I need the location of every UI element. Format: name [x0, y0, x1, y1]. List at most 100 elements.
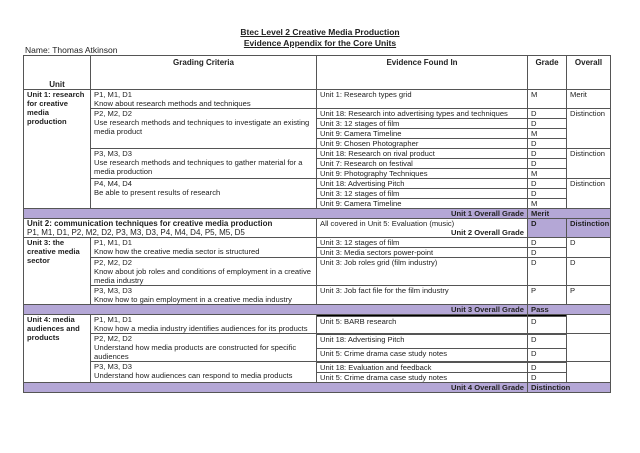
- overall-cell: [566, 333, 611, 362]
- grade-cell: D: [527, 362, 567, 373]
- grade-cell: D: [527, 237, 567, 248]
- overall-cell: Merit: [566, 89, 611, 109]
- overall-cell: Distinction: [566, 148, 611, 179]
- grade-cell: D: [527, 118, 567, 129]
- unit-label: Unit 1: research for creative media prod…: [23, 89, 91, 209]
- overall-cell: D: [566, 237, 611, 258]
- grade-cell: D: [527, 138, 567, 149]
- unit2-row: Unit 2: communication techniques for cre…: [23, 218, 611, 238]
- criteria-description: Know about job roles and conditions of e…: [94, 267, 311, 285]
- evidence-cell: Unit 5: Crime drama case study notes: [316, 347, 528, 363]
- criteria-description: Understand how audiences can respond to …: [94, 371, 293, 380]
- evidence-text: All covered in Unit 5: Evaluation (music…: [320, 219, 455, 228]
- unit-label: Unit 2: communication techniques for cre…: [27, 219, 273, 228]
- evidence-cell: Unit 1: Research types grid: [316, 89, 528, 109]
- evidence-cell: Unit 18: Evaluation and feedback: [316, 362, 528, 373]
- criteria-cell: P1, M1, D1 Know how a media industry iden…: [90, 314, 317, 334]
- evidence-cell: Unit 5: BARB research: [316, 315, 528, 335]
- criteria-description: Be able to present results of research: [94, 188, 221, 197]
- table-row: P3, M3, D3 Use research methods and techn…: [24, 148, 611, 179]
- table-row: Unit 5: Crime drama case study notes D: [24, 347, 611, 363]
- header-grade: Grade: [527, 55, 567, 90]
- criteria-codes: P2, M2, D2: [94, 109, 132, 118]
- criteria-cell: P1, M1, D1 Know about research methods an…: [90, 89, 317, 109]
- table-row: P3, M3, D3 Know how to gain employment in…: [24, 285, 611, 305]
- grade-cell: M: [527, 198, 567, 209]
- header-row: Unit Grading Criteria Evidence Found In …: [23, 55, 611, 90]
- overall-cell: [566, 314, 611, 334]
- evidence-cell: Unit 7: Research on festival: [316, 158, 528, 169]
- evidence-cell: Unit 9: Camera Timeline: [316, 198, 528, 209]
- table-row: Unit 1: research for creative media prod…: [23, 89, 611, 209]
- criteria-codes: P2, M2, D2: [94, 334, 132, 343]
- header-overall: Overall: [566, 55, 611, 90]
- evidence-cell: Unit 3: Media sectors power-point: [316, 247, 528, 258]
- overall-grade-value: Merit: [527, 208, 611, 219]
- criteria-codes: P3, M3, D3: [94, 286, 132, 295]
- unit-label: Unit 3: the creative media sector: [23, 237, 91, 305]
- evidence-cell: Unit 3: Job roles grid (film industry): [316, 257, 528, 286]
- grade-cell: M: [527, 128, 567, 139]
- grade-cell: D: [527, 247, 567, 258]
- criteria-codes: P4, M4, D4: [94, 179, 132, 188]
- evidence-cell: Unit 3: 12 stages of film: [316, 188, 528, 199]
- criteria-description: Use research methods and techniques to g…: [94, 158, 303, 176]
- evidence-cell: Unit 3: Job fact file for the film indus…: [316, 285, 528, 305]
- header-criteria: Grading Criteria: [90, 55, 317, 90]
- criteria-cell: P3, M3, D3 Know how to gain employment in…: [90, 285, 317, 305]
- criteria-codes: P3, M3, D3: [94, 149, 132, 158]
- overall-grade-row: Unit 4 Overall Grade Distinction: [23, 382, 611, 393]
- overall-grade-value: Distinction: [527, 382, 611, 393]
- criteria-codes: P3, M3, D3: [94, 362, 132, 371]
- table-row: P4, M4, D4 Be able to present results of …: [24, 178, 611, 209]
- grade-cell: D: [527, 315, 567, 335]
- document-title: Btec Level 2 Creative Media Production: [240, 27, 400, 37]
- grade-cell: D: [527, 148, 567, 159]
- overall-cell: [566, 361, 611, 383]
- criteria-cell: P2, M2, D2 Know about job roles and condi…: [90, 257, 317, 286]
- grade-cell: D: [527, 218, 567, 238]
- criteria-cell: P4, M4, D4 Be able to present results of …: [90, 178, 317, 209]
- criteria-description: Know about research methods and techniqu…: [94, 99, 251, 108]
- table-row: Unit 3: the creative media sector P1, M1,…: [23, 237, 611, 305]
- evidence-cell: Unit 9: Photography Techniques: [316, 168, 528, 179]
- criteria-codes: P1, M1, D1: [94, 315, 132, 324]
- criteria-description: Know how the creative media sector is st…: [94, 247, 260, 256]
- evidence-cell: Unit 18: Advertising Pitch: [316, 178, 528, 189]
- overall-grade-row: Unit 3 Overall Grade Pass: [23, 304, 611, 315]
- criteria-codes: P1, M1, D1, P2, M2, D2, P3, M3, D3, P4, …: [27, 228, 245, 237]
- criteria-cell: P2, M2, D2 Understand how media products …: [90, 333, 317, 362]
- criteria-cell: P3, M3, D3 Use research methods and techn…: [90, 148, 317, 179]
- unit2-cell: Unit 2: communication techniques for cre…: [23, 218, 317, 238]
- criteria-codes: P1, M1, D1: [94, 238, 132, 247]
- criteria-description: Understand how media products are constr…: [94, 343, 297, 361]
- grade-cell: D: [527, 188, 567, 199]
- document-subtitle: Evidence Appendix for the Core Units: [243, 38, 397, 48]
- overall-grade-label: Unit 2 Overall Grade: [450, 228, 524, 237]
- grade-cell: D: [527, 178, 567, 189]
- overall-cell: Distinction: [566, 218, 611, 238]
- evidence-cell: Unit 18: Advertising Pitch: [316, 334, 528, 349]
- evidence-cell: Unit 5: Crime drama case study notes: [316, 372, 528, 383]
- evidence-cell: Unit 18: Research into advertising types…: [316, 108, 528, 119]
- evidence-cell: Unit 18: Research on rival product: [316, 148, 528, 159]
- overall-grade-label: Unit 4 Overall Grade: [23, 382, 528, 393]
- overall-cell: D: [566, 257, 611, 286]
- overall-grade-value: Pass: [527, 304, 611, 315]
- evidence-cell: Unit 9: Chosen Photographer: [316, 138, 528, 149]
- evidence-cell: Unit 3: 12 stages of film: [316, 118, 528, 129]
- evidence-cell: Unit 9: Camera Timeline: [316, 128, 528, 139]
- unit-label: Unit 4: media audiences and products: [23, 314, 91, 383]
- overall-grade-label: Unit 3 Overall Grade: [23, 304, 528, 315]
- grade-cell: M: [527, 89, 567, 109]
- evidence-cell: Unit 3: 12 stages of film: [316, 237, 528, 248]
- overall-cell: Distinction: [566, 178, 611, 209]
- criteria-codes: P2, M2, D2: [94, 258, 132, 267]
- criteria-codes: P1, M1, D1: [94, 90, 132, 99]
- table-row: P2, M2, D2 Know about job roles and condi…: [24, 257, 611, 286]
- criteria-cell: P1, M1, D1 Know how the creative media se…: [90, 237, 317, 258]
- criteria-description: Use research methods and techniques to i…: [94, 118, 310, 136]
- criteria-cell: P3, M3, D3 Understand how audiences can r…: [90, 361, 317, 383]
- overall-cell: Distinction: [566, 108, 611, 149]
- grade-cell: D: [527, 372, 567, 383]
